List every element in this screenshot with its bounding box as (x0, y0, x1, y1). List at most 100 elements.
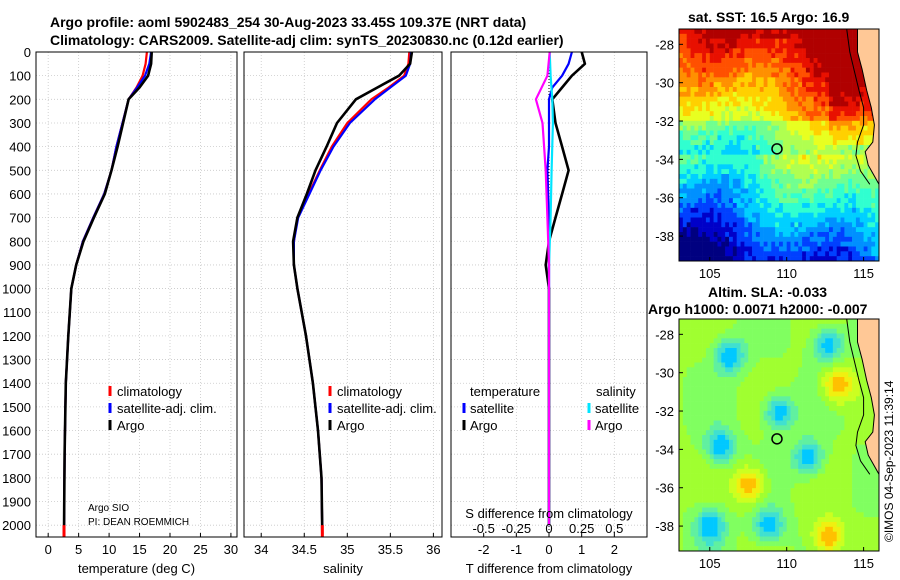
map-cell (817, 323, 822, 329)
map-cell (844, 251, 849, 257)
map-cell (782, 33, 787, 39)
map-cell (840, 232, 845, 238)
map-cell (821, 415, 826, 421)
map-cell (725, 357, 730, 363)
map-cell (763, 207, 768, 213)
map-cell (867, 236, 872, 242)
map-cell (705, 111, 711, 117)
map-cell (782, 251, 787, 257)
map-cell (755, 473, 761, 479)
map-cell (798, 444, 803, 450)
map-cell (690, 193, 695, 199)
map-cell (755, 91, 761, 97)
map-cell (825, 430, 830, 436)
map-cell (694, 62, 699, 68)
map-cell (759, 473, 764, 479)
map-cell (821, 29, 826, 35)
map-cell (805, 96, 811, 102)
map-cell (855, 72, 861, 78)
map-cell (848, 72, 853, 78)
map-cell (713, 159, 718, 165)
legend-label: Argo (470, 418, 497, 433)
map-cell (702, 415, 707, 421)
map-cell (782, 111, 787, 117)
map-cell (840, 87, 845, 93)
map-cell (829, 454, 834, 460)
map-cell (732, 29, 737, 35)
map-cell (767, 410, 772, 416)
map-cell (775, 87, 780, 93)
map-cell (713, 377, 718, 383)
map-cell (771, 87, 776, 93)
map-cell (725, 207, 730, 213)
map-cell (771, 381, 776, 387)
map-cell (802, 323, 807, 329)
map-cell (763, 48, 768, 54)
map-cell (859, 420, 864, 426)
map-cell (798, 207, 803, 213)
map-cell (767, 111, 772, 117)
map-cell (759, 53, 764, 59)
map-cell (829, 212, 834, 218)
map-cell (771, 38, 776, 44)
map-cell (798, 154, 803, 160)
map-cell (829, 425, 834, 431)
map-cell (848, 323, 853, 329)
map-cell (763, 377, 768, 383)
map-cell (694, 125, 699, 131)
map-cell (744, 198, 749, 204)
map-cell (840, 502, 845, 508)
map-cell (759, 198, 764, 204)
map-cell (825, 386, 830, 392)
map-cell (717, 236, 722, 242)
map-cell (679, 478, 684, 484)
map-cell (748, 256, 753, 262)
map-cell (698, 232, 703, 238)
map-cell (802, 29, 807, 35)
map-cell (690, 338, 695, 344)
map-cell (709, 91, 714, 97)
map-cell (679, 377, 684, 383)
map-cell (763, 493, 768, 499)
map-cell (852, 478, 857, 484)
map-cell (875, 236, 880, 242)
map-cell (759, 154, 764, 160)
map-cell (752, 251, 757, 257)
map-cell (771, 410, 776, 416)
map-cell (717, 29, 722, 35)
map-cell (817, 96, 822, 102)
map-cell (748, 106, 753, 112)
map-cell (782, 333, 787, 339)
map-cell (790, 328, 795, 334)
map-cell (736, 145, 741, 151)
map-cell (817, 87, 822, 93)
map-cell (836, 58, 841, 64)
map-cell (852, 72, 857, 78)
map-cell (755, 401, 761, 407)
map-cell (867, 251, 872, 257)
map-cell (748, 241, 753, 247)
map-cell (836, 522, 841, 528)
map-cell (709, 29, 714, 35)
map-cell (702, 62, 707, 68)
map-cell (832, 227, 837, 233)
map-cell (825, 319, 830, 325)
map-cell (682, 149, 687, 155)
map-cell (825, 154, 830, 160)
map-cell (767, 178, 772, 184)
map-cell (679, 227, 684, 233)
map-cell (732, 507, 737, 513)
map-cell (798, 82, 803, 88)
map-cell (682, 401, 687, 407)
map-cell (782, 478, 787, 484)
map-cell (829, 367, 834, 373)
map-cell (794, 381, 799, 387)
map-cell (832, 58, 837, 64)
map-cell (694, 232, 699, 238)
map-cell (767, 381, 772, 387)
map-cell (809, 473, 814, 479)
map-cell (786, 111, 791, 117)
map-cell (771, 497, 776, 503)
map-cell (836, 352, 841, 358)
map-cell (759, 449, 764, 455)
